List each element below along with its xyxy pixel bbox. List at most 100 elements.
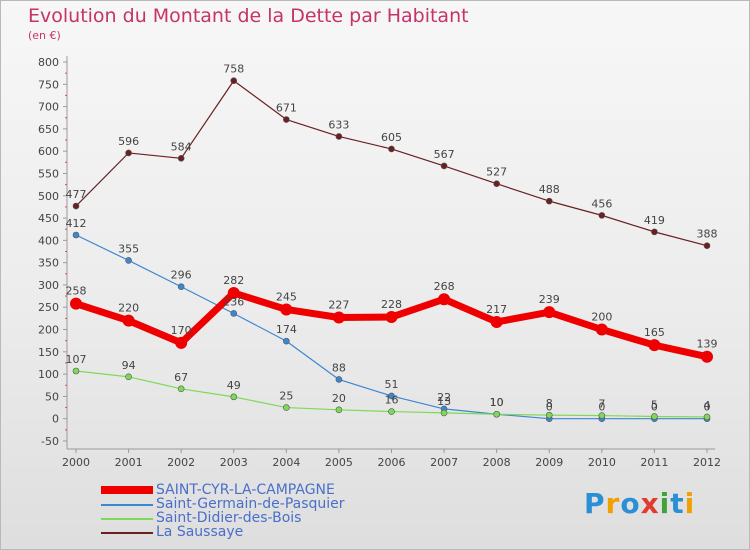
- data-label: 0: [704, 401, 711, 414]
- data-point: [332, 311, 345, 324]
- data-label: 0: [598, 401, 605, 414]
- legend-label: Saint-Germain-de-Pasquier: [156, 496, 345, 512]
- data-label: 16: [385, 394, 399, 407]
- x-tick-label: 2000: [62, 456, 90, 469]
- data-point: [177, 385, 185, 393]
- data-point: [543, 306, 556, 319]
- data-label: 527: [486, 166, 507, 179]
- data-label: 268: [434, 280, 455, 293]
- x-tick-label: 2006: [378, 456, 406, 469]
- data-point: [70, 297, 82, 310]
- data-label: 282: [223, 274, 244, 287]
- y-tick-label: 800: [38, 56, 59, 69]
- data-point: [651, 413, 658, 420]
- data-label: 596: [118, 135, 139, 148]
- logo-letter: r: [605, 487, 621, 520]
- data-label: 51: [385, 378, 399, 391]
- data-label: 217: [486, 303, 507, 316]
- data-point: [490, 315, 503, 328]
- x-tick-label: 2002: [167, 456, 195, 469]
- legend-swatch: [101, 486, 153, 494]
- y-tick-label: 350: [38, 257, 59, 270]
- data-point: [598, 412, 606, 419]
- y-tick-label: 600: [38, 145, 59, 158]
- proxiti-logo: Proxiti: [584, 487, 695, 520]
- data-label: 88: [332, 361, 346, 374]
- logo-letter: i: [659, 487, 671, 520]
- y-tick-label: 750: [38, 78, 59, 91]
- data-point: [598, 212, 606, 219]
- series-lines: [70, 77, 713, 423]
- data-point: [388, 145, 395, 153]
- data-label: 200: [591, 311, 612, 324]
- data-point: [175, 336, 188, 349]
- y-tick-label: 250: [38, 301, 59, 314]
- data-point: [230, 310, 238, 317]
- data-point: [545, 197, 553, 205]
- data-label: 139: [697, 338, 718, 351]
- legend-label: Saint-Didier-des-Bois: [156, 510, 302, 526]
- x-tick-label: 2010: [588, 456, 616, 469]
- logo-letter: o: [620, 487, 641, 520]
- y-tick-label: 100: [38, 368, 59, 381]
- data-label: 220: [118, 302, 139, 315]
- data-label: 10: [490, 396, 504, 409]
- data-point: [280, 303, 293, 316]
- data-label: 4: [704, 399, 711, 412]
- y-tick-label: 650: [38, 123, 59, 136]
- data-point: [283, 116, 290, 123]
- x-tick-label: 2005: [325, 456, 353, 469]
- data-label: 758: [223, 63, 244, 76]
- data-point: [335, 133, 343, 140]
- data-point: [388, 392, 395, 400]
- data-label: 22: [437, 391, 451, 404]
- y-tick-label: 200: [38, 324, 59, 337]
- legend-swatch: [101, 518, 153, 520]
- data-point: [125, 373, 132, 381]
- data-label: 355: [118, 242, 139, 255]
- data-point: [388, 408, 395, 415]
- data-label: 296: [171, 269, 192, 282]
- data-label: 228: [381, 298, 402, 311]
- data-label: 94: [122, 359, 136, 372]
- x-tick-label: 2001: [115, 456, 143, 469]
- data-point: [335, 376, 343, 383]
- data-point: [227, 286, 240, 299]
- data-label: 388: [697, 228, 718, 241]
- x-tick-label: 2007: [430, 456, 458, 469]
- data-label: 5: [651, 398, 658, 411]
- data-point: [283, 404, 290, 411]
- data-point: [72, 367, 80, 375]
- data-label: 25: [279, 390, 293, 403]
- y-tick-label: 300: [38, 279, 59, 292]
- y-tick-label: 450: [38, 212, 59, 225]
- data-point: [125, 149, 132, 157]
- data-point: [648, 339, 661, 352]
- data-point: [177, 283, 185, 291]
- data-point: [72, 231, 80, 239]
- data-label: 0: [546, 401, 553, 414]
- data-label: 107: [66, 353, 87, 366]
- data-point: [493, 410, 500, 418]
- data-label: 567: [434, 148, 455, 161]
- data-label: 165: [644, 326, 665, 339]
- data-label: 671: [276, 102, 297, 115]
- data-point: [230, 77, 238, 85]
- data-label: 245: [276, 290, 297, 303]
- data-point: [703, 242, 711, 250]
- data-label: 0: [651, 401, 658, 414]
- legend-label: SAINT-CYR-LA-CAMPAGNE: [156, 482, 335, 498]
- legend-swatch: [101, 504, 153, 506]
- data-label: 13: [437, 395, 451, 408]
- data-point: [283, 337, 290, 345]
- data-label: 10: [490, 396, 504, 409]
- logo-letter: t: [670, 487, 685, 520]
- logo-letter: P: [584, 487, 606, 520]
- data-label: 49: [227, 379, 241, 392]
- x-tick-label: 2009: [535, 456, 563, 469]
- data-label: 419: [644, 214, 665, 227]
- data-label: 584: [171, 140, 192, 153]
- data-point: [385, 311, 398, 324]
- logo-letter: x: [640, 487, 660, 520]
- axes: -500501001502002503003504004505005506006…: [38, 56, 721, 469]
